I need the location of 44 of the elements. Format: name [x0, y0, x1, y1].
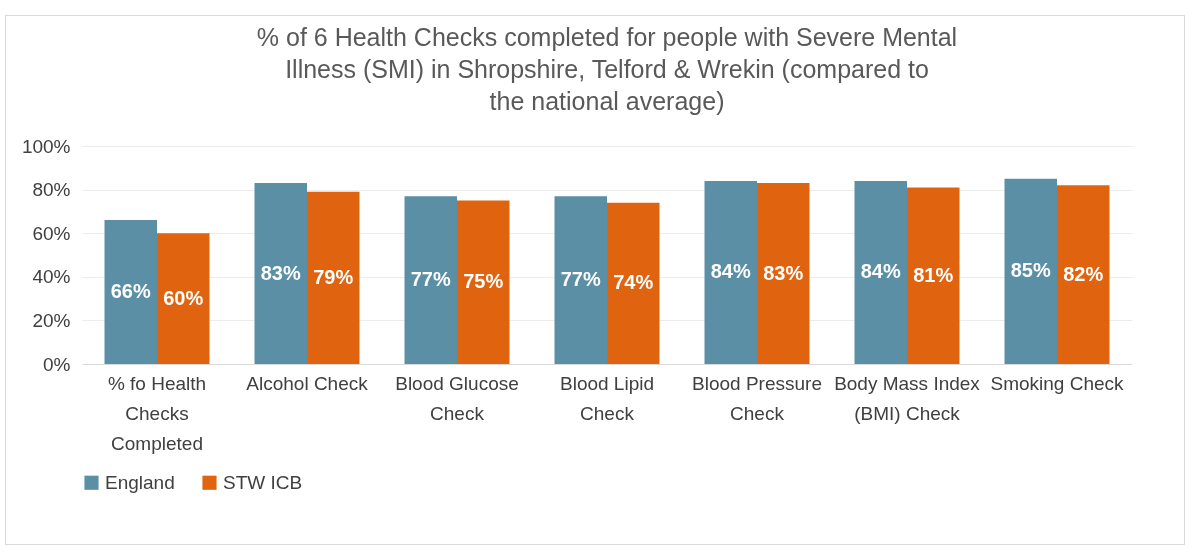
y-tick-label: 40% [32, 266, 71, 288]
data-label: 83% [260, 261, 301, 284]
y-tick-label: 80% [32, 179, 71, 201]
data-label: 77% [410, 268, 451, 291]
bar [704, 180, 757, 364]
bar [757, 183, 810, 364]
data-label: 81% [913, 263, 954, 286]
chart-title: % of 6 Health Checks completed for people with Severe Mental Illness (SMI) in Shropshire, Telford & Wrekin (compared to the national average) [256, 23, 958, 115]
legend-label: STW ICB [223, 471, 303, 493]
bar [104, 220, 157, 364]
bar [1004, 178, 1057, 364]
bar [1057, 185, 1110, 364]
legend-label: England [105, 471, 175, 493]
bar [157, 233, 210, 364]
y-tick-label: 60% [32, 222, 71, 244]
y-tick-label: 100% [21, 135, 71, 157]
x-tick-label: % fo Health Checks Completed [107, 372, 207, 454]
data-label: 84% [860, 260, 901, 283]
x-tick-label: Body Mass Index (BMI) Check [834, 372, 981, 424]
data-label: 84% [710, 260, 751, 283]
data-label: 74% [613, 271, 654, 294]
x-tick-label: Smoking Check [990, 372, 1125, 394]
data-label: 83% [763, 261, 804, 284]
bar [254, 183, 307, 364]
x-tick-label: Alcohol Check [246, 372, 369, 394]
data-label: 79% [313, 265, 354, 288]
data-label: 75% [463, 270, 504, 293]
bar [607, 202, 660, 364]
bar [907, 187, 960, 364]
data-label: 85% [1010, 259, 1051, 282]
bar [307, 191, 360, 364]
data-label: 60% [163, 286, 204, 309]
data-label: 77% [560, 268, 601, 291]
bar [854, 180, 907, 364]
bar [404, 196, 457, 364]
data-label: 66% [110, 280, 151, 303]
x-tick-label: Blood Glucose Check [395, 372, 519, 424]
bar [554, 196, 607, 364]
x-tick-label: Blood Lipid Check [559, 372, 655, 424]
bar [457, 200, 510, 364]
y-tick-label: 20% [32, 309, 71, 331]
data-label: 82% [1063, 262, 1104, 285]
x-tick-label: Blood Pressure Check [692, 372, 822, 424]
y-tick-label: 0% [43, 353, 71, 375]
